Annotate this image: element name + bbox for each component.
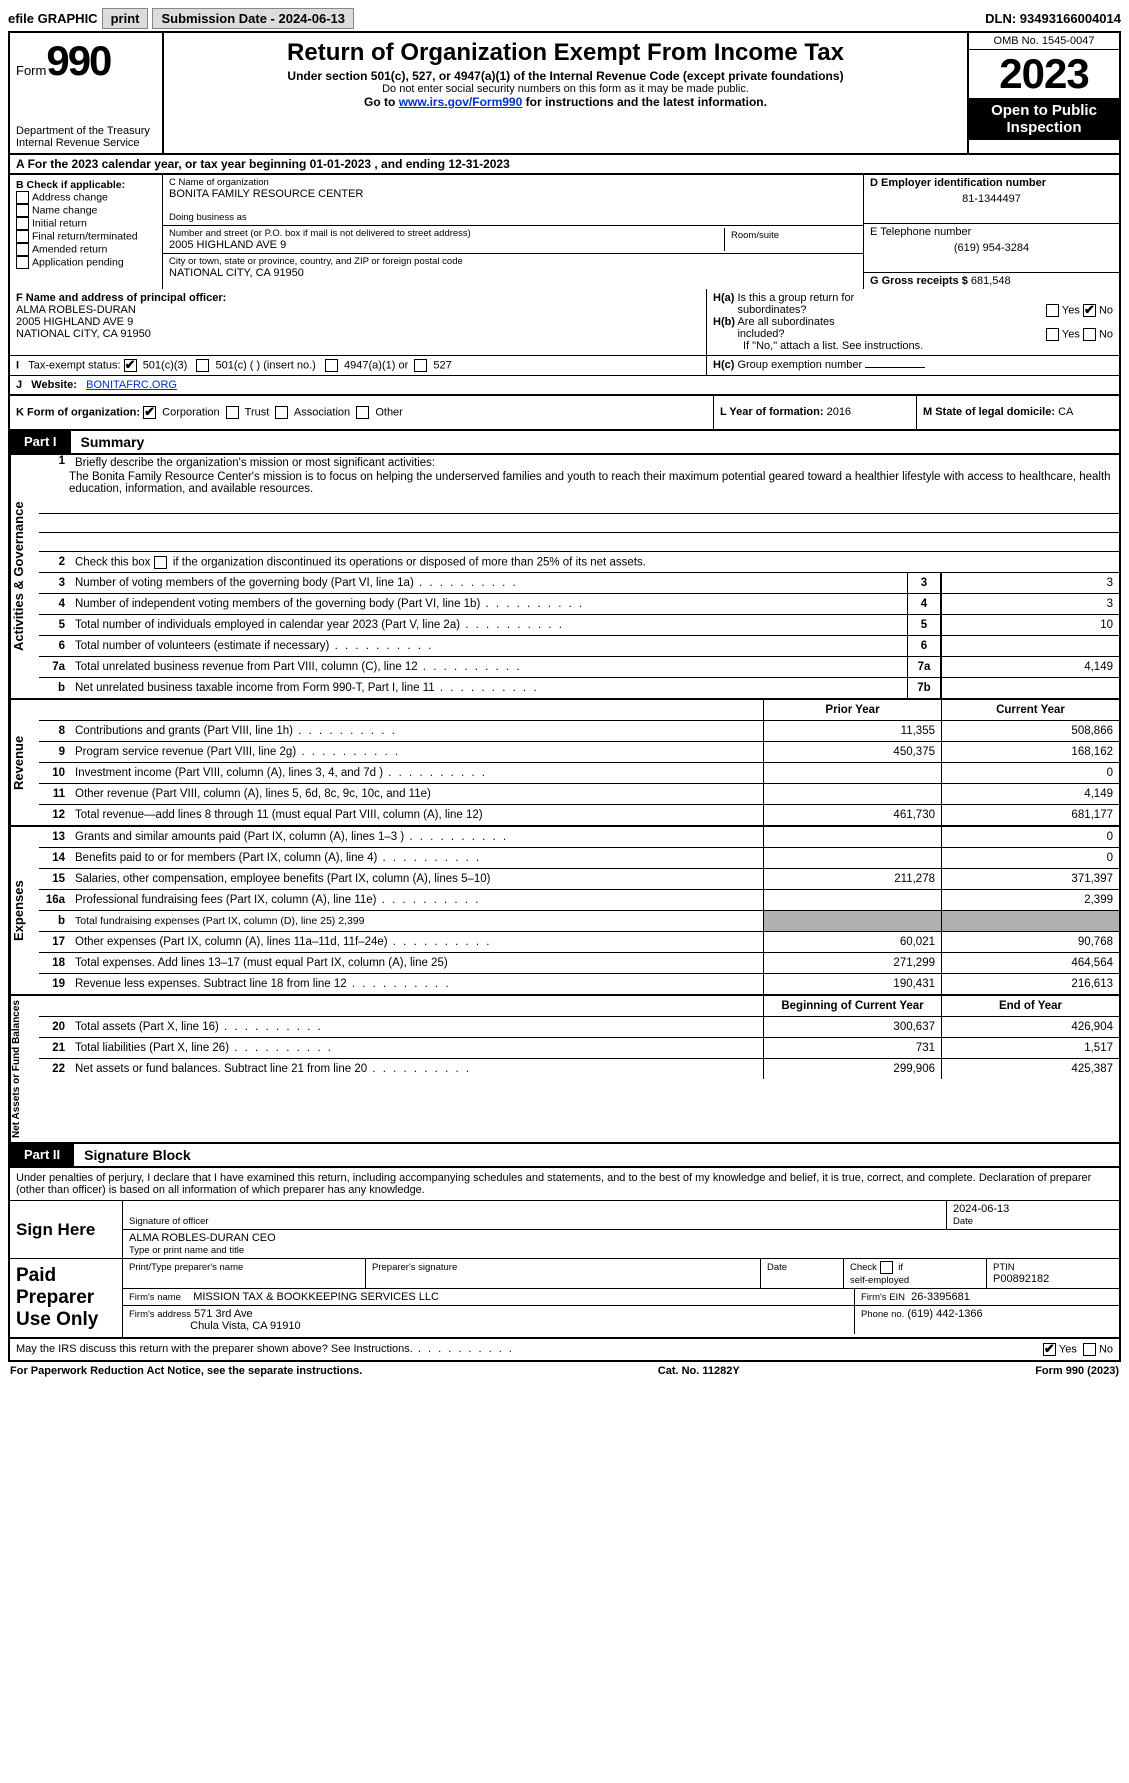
form-title: Return of Organization Exempt From Incom… <box>170 39 961 67</box>
signature-block: Under penalties of perjury, I declare th… <box>8 1168 1121 1362</box>
cb-corp[interactable] <box>143 406 156 419</box>
print-button[interactable]: print <box>102 8 149 29</box>
form-number: Form 990 <box>16 37 156 85</box>
v-4: 3 <box>941 594 1119 614</box>
net-assets-section: Net Assets or Fund Balances Beginning of… <box>8 996 1121 1144</box>
website-link[interactable]: BONITAFRC.ORG <box>86 379 177 391</box>
h-c: H(c) Group exemption number <box>707 356 1119 375</box>
cb-trust[interactable] <box>226 406 239 419</box>
efile-label: efile GRAPHIC <box>8 11 98 26</box>
ptin: P00892182 <box>993 1273 1049 1285</box>
firm-ein: 26-3395681 <box>911 1291 970 1303</box>
state-domicile: CA <box>1058 406 1073 418</box>
part-ii-header: Part II Signature Block <box>8 1144 1121 1168</box>
cb-other[interactable] <box>356 406 369 419</box>
top-toolbar: efile GRAPHIC print Submission Date - 20… <box>8 8 1121 29</box>
cb-assoc[interactable] <box>275 406 288 419</box>
telephone: (619) 954-3284 <box>870 238 1113 254</box>
revenue-section: Revenue Prior YearCurrent Year 8Contribu… <box>8 700 1121 827</box>
page-footer: For Paperwork Reduction Act Notice, see … <box>8 1362 1121 1380</box>
instructions-note: Go to www.irs.gov/Form990 for instructio… <box>170 95 961 109</box>
v-7a: 4,149 <box>941 657 1119 677</box>
cb-4947[interactable] <box>325 359 338 372</box>
cb-527[interactable] <box>414 359 427 372</box>
officer-name: ALMA ROBLES-DURAN <box>16 304 700 316</box>
hb-no[interactable] <box>1083 328 1096 341</box>
hb-yes[interactable] <box>1046 328 1059 341</box>
dln-label: DLN: 93493166004014 <box>985 11 1121 26</box>
h-b: H(b) Are all subordinates included? Yes … <box>713 316 1113 340</box>
box-k-l-m: K Form of organization: Corporation Trus… <box>8 396 1121 431</box>
form-header: Form 990 Department of the Treasury Inte… <box>8 31 1121 154</box>
v-3: 3 <box>941 573 1119 593</box>
v-5: 10 <box>941 615 1119 635</box>
irs-link[interactable]: www.irs.gov/Form990 <box>399 95 523 109</box>
ein: 81-1344497 <box>870 189 1113 205</box>
h-a: H(a) Is this a group return for subordin… <box>713 292 1113 316</box>
v-6 <box>941 636 1119 656</box>
discuss-no[interactable] <box>1083 1343 1096 1356</box>
open-inspection: Open to Public Inspection <box>969 98 1119 140</box>
street-address: 2005 HIGHLAND AVE 9 <box>169 239 724 251</box>
cb-app-pending[interactable]: Application pending <box>16 256 156 269</box>
box-b: B Check if applicable: Address change Na… <box>10 175 163 289</box>
box-j: J Website: BONITAFRC.ORG <box>8 376 1121 396</box>
org-info-grid: B Check if applicable: Address change Na… <box>8 175 1121 289</box>
expenses-section: Expenses 13Grants and similar amounts pa… <box>8 827 1121 996</box>
cb-501c3[interactable] <box>124 359 137 372</box>
submission-date: Submission Date - 2024-06-13 <box>152 8 354 29</box>
year-formation: 2016 <box>827 406 851 418</box>
cb-self-employed[interactable] <box>880 1261 893 1274</box>
activities-governance: Activities & Governance 1Briefly describ… <box>8 455 1121 700</box>
tax-year: 2023 <box>969 50 1119 98</box>
sign-here-label: Sign Here <box>10 1201 123 1258</box>
cb-discontinued[interactable] <box>154 556 167 569</box>
perjury-declaration: Under penalties of perjury, I declare th… <box>10 1168 1119 1201</box>
box-c: C Name of organization BONITA FAMILY RES… <box>163 175 863 289</box>
org-name: BONITA FAMILY RESOURCE CENTER <box>169 188 857 200</box>
line-a: A For the 2023 calendar year, or tax yea… <box>8 154 1121 175</box>
cb-amended[interactable]: Amended return <box>16 243 156 256</box>
form-subtitle: Under section 501(c), 527, or 4947(a)(1)… <box>170 69 961 83</box>
city-state-zip: NATIONAL CITY, CA 91950 <box>169 267 857 279</box>
v-7b <box>941 678 1119 698</box>
firm-name: MISSION TAX & BOOKKEEPING SERVICES LLC <box>193 1291 439 1303</box>
box-f-h: F Name and address of principal officer:… <box>8 289 1121 356</box>
cb-final-return[interactable]: Final return/terminated <box>16 230 156 243</box>
cb-501c[interactable] <box>196 359 209 372</box>
ssn-note: Do not enter social security numbers on … <box>170 83 961 95</box>
officer-sig-name: ALMA ROBLES-DURAN CEO <box>129 1232 276 1244</box>
box-d-e-g: D Employer identification number 81-1344… <box>863 175 1119 289</box>
discuss-yes[interactable] <box>1043 1343 1056 1356</box>
firm-phone: (619) 442-1366 <box>907 1308 982 1320</box>
ha-yes[interactable] <box>1046 304 1059 317</box>
paid-preparer-label: Paid Preparer Use Only <box>10 1259 123 1337</box>
cb-name-change[interactable]: Name change <box>16 204 156 217</box>
cb-address-change[interactable]: Address change <box>16 191 156 204</box>
mission-text: The Bonita Family Resource Center's miss… <box>39 471 1119 495</box>
gross-receipts: 681,548 <box>971 275 1011 287</box>
part-i-header: Part I Summary <box>8 431 1121 455</box>
box-i-hc: I Tax-exempt status: 501(c)(3) 501(c) ( … <box>8 356 1121 376</box>
omb-label: OMB No. 1545-0047 <box>969 33 1119 50</box>
dept-label: Department of the Treasury Internal Reve… <box>16 125 156 149</box>
cb-initial-return[interactable]: Initial return <box>16 217 156 230</box>
ha-no[interactable] <box>1083 304 1096 317</box>
